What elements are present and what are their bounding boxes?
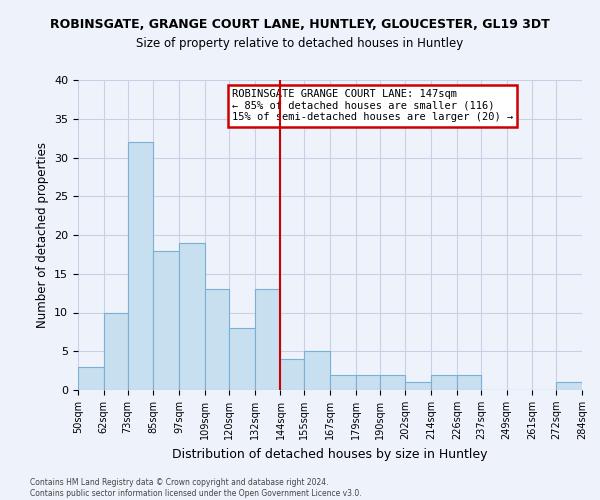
Text: ROBINSGATE, GRANGE COURT LANE, HUNTLEY, GLOUCESTER, GL19 3DT: ROBINSGATE, GRANGE COURT LANE, HUNTLEY, …	[50, 18, 550, 30]
Bar	[406, 382, 431, 390]
Text: ROBINSGATE GRANGE COURT LANE: 147sqm
← 85% of detached houses are smaller (116)
: ROBINSGATE GRANGE COURT LANE: 147sqm ← 8…	[232, 90, 513, 122]
Bar	[356, 374, 380, 390]
Bar	[380, 374, 406, 390]
Bar	[457, 374, 481, 390]
Y-axis label: Number of detached properties: Number of detached properties	[35, 142, 49, 328]
Bar	[254, 289, 280, 390]
Bar	[330, 374, 356, 390]
Bar	[205, 289, 229, 390]
Bar	[104, 312, 128, 390]
Bar	[229, 328, 254, 390]
Bar	[179, 243, 205, 390]
Bar	[556, 382, 582, 390]
Bar	[128, 142, 154, 390]
Bar	[304, 351, 330, 390]
Bar	[431, 374, 457, 390]
Text: Size of property relative to detached houses in Huntley: Size of property relative to detached ho…	[136, 38, 464, 51]
Text: Contains HM Land Registry data © Crown copyright and database right 2024.
Contai: Contains HM Land Registry data © Crown c…	[30, 478, 362, 498]
X-axis label: Distribution of detached houses by size in Huntley: Distribution of detached houses by size …	[172, 448, 488, 460]
Bar	[154, 250, 179, 390]
Bar	[78, 367, 104, 390]
Bar	[280, 359, 304, 390]
